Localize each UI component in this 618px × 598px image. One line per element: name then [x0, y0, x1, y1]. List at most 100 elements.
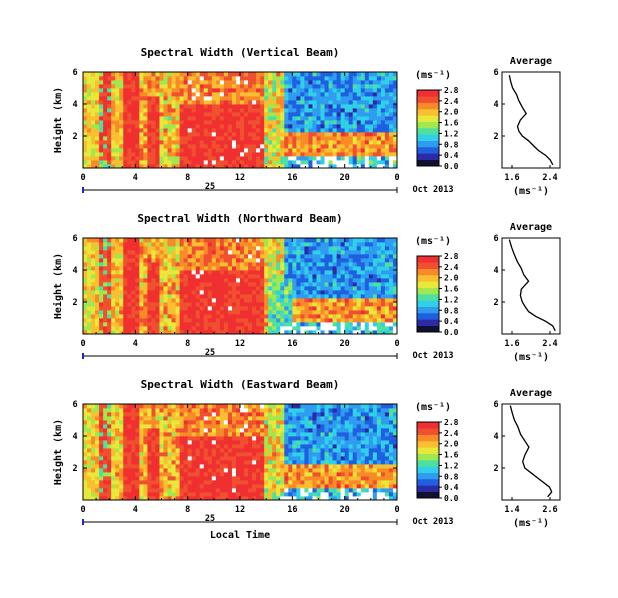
heatmap-cell: [372, 148, 378, 153]
heatmap-cell: [199, 112, 205, 117]
heatmap-cell: [175, 424, 181, 429]
heatmap-cell: [215, 496, 221, 501]
heatmap-cell: [127, 124, 132, 129]
heatmap-cell: [187, 424, 193, 429]
heatmap-cell: [380, 286, 386, 291]
heatmap-cell: [115, 314, 120, 319]
heatmap-cell: [284, 144, 289, 149]
heatmap-cell: [244, 156, 249, 161]
heatmap-cell: [244, 112, 249, 117]
heatmap-cell: [175, 160, 181, 165]
heatmap-cell: [115, 416, 120, 421]
heatmap-cell: [231, 322, 237, 327]
heatmap-cell: [167, 250, 172, 255]
heatmap-cell: [380, 266, 386, 271]
heatmap-cell: [99, 436, 104, 441]
heatmap-cell: [147, 428, 152, 433]
heatmap-cell: [348, 80, 354, 85]
heatmap-cell: [87, 128, 92, 133]
heatmap-cell: [344, 160, 350, 165]
heatmap-cell: [256, 116, 261, 121]
heatmap-cell: [352, 140, 358, 145]
heatmap-cell: [135, 452, 140, 457]
heatmap-cell: [135, 254, 140, 259]
heatmap-cell: [372, 238, 378, 243]
heatmap-cell: [328, 120, 333, 125]
heatmap-cell: [235, 318, 241, 323]
heatmap-cell: [368, 100, 374, 105]
heatmap-cell: [268, 164, 273, 169]
heatmap-cell: [111, 80, 116, 85]
heatmap-cell: [227, 156, 233, 161]
heatmap-cell: [91, 92, 96, 97]
heatmap-cell: [123, 464, 128, 469]
heatmap-cell: [83, 452, 88, 457]
heatmap-cell: [95, 270, 100, 275]
heatmap-cell: [235, 144, 241, 149]
heatmap-cell: [308, 322, 313, 327]
heatmap-cell: [376, 290, 382, 295]
heatmap-cell: [103, 88, 108, 93]
heatmap-cell: [372, 266, 378, 271]
heatmap-cell: [272, 88, 277, 93]
heatmap-cell: [320, 84, 325, 89]
heatmap-cell: [179, 76, 185, 81]
heatmap-cell: [175, 282, 181, 287]
heatmap-cell: [248, 148, 253, 153]
heatmap-cell: [248, 266, 253, 271]
heatmap-cell: [336, 104, 342, 109]
heatmap-cell: [332, 298, 338, 303]
heatmap-cell: [368, 314, 374, 319]
heatmap-cell: [135, 424, 140, 429]
heatmap-cell: [115, 100, 120, 105]
heatmap-cell: [288, 76, 293, 81]
heatmap-cell: [103, 104, 108, 109]
heatmap-cell: [276, 298, 281, 303]
heatmap-cell: [227, 278, 233, 283]
heatmap-cell: [147, 120, 152, 125]
heatmap-cell: [167, 408, 172, 413]
heatmap-cell: [187, 152, 193, 157]
heatmap-cell: [240, 412, 245, 417]
heatmap-cell: [139, 460, 144, 465]
heatmap-cell: [115, 468, 120, 473]
heatmap-cell: [227, 476, 233, 481]
heatmap-cell: [332, 250, 338, 255]
heatmap-cell: [139, 318, 144, 323]
heatmap-cell: [159, 432, 164, 437]
heatmap-cell: [380, 330, 386, 335]
heatmap-cell: [244, 254, 249, 259]
heatmap-cell: [159, 72, 164, 77]
heatmap-cell: [344, 290, 350, 295]
heatmap-cell: [99, 76, 104, 81]
heatmap-cell: [83, 314, 88, 319]
heatmap-cell: [272, 128, 277, 133]
heatmap-cell: [159, 84, 164, 89]
heatmap-cell: [316, 266, 321, 271]
heatmap-cell: [163, 432, 168, 437]
heatmap-cell: [139, 408, 144, 413]
heatmap-cell: [183, 468, 189, 473]
heatmap-cell: [163, 274, 168, 279]
heatmap-cell: [352, 76, 358, 81]
heatmap-cell: [211, 290, 217, 295]
heatmap-cell: [380, 242, 386, 247]
heatmap-cell: [83, 164, 88, 169]
heatmap-cell: [167, 492, 172, 497]
heatmap-cell: [284, 116, 289, 121]
heatmap-cell: [127, 464, 132, 469]
heatmap-cell: [336, 156, 342, 161]
heatmap-cell: [296, 262, 301, 267]
heatmap-cell: [252, 136, 257, 141]
heatmap-cell: [195, 306, 201, 311]
heatmap-cell: [324, 262, 329, 267]
heatmap-cell: [308, 286, 313, 291]
heatmap-cell: [111, 148, 116, 153]
heatmap-cell: [87, 116, 92, 121]
heatmap-cell: [135, 310, 140, 315]
heatmap-cell: [135, 80, 140, 85]
heatmap-cell: [135, 314, 140, 319]
heatmap-cell: [171, 100, 176, 105]
heatmap-cell: [155, 108, 160, 113]
heatmap-cell: [131, 266, 136, 271]
